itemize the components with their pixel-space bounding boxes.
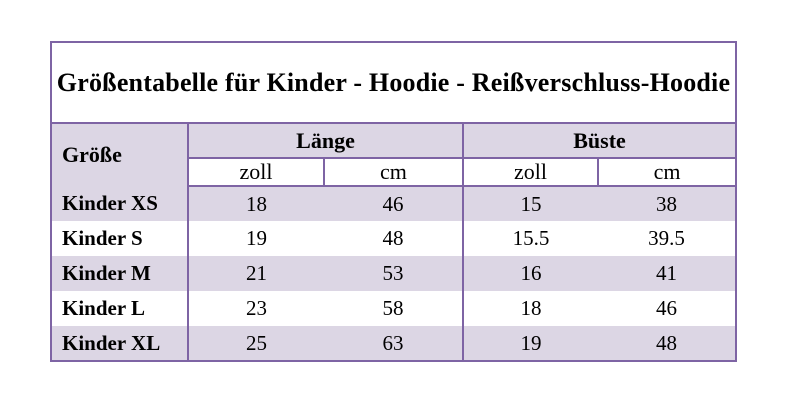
- value-cell: 19: [188, 221, 324, 256]
- table-row: Kinder S 19 48 15.5 39.5: [51, 221, 737, 256]
- unit-header-bueste-cm: cm: [598, 158, 737, 187]
- unit-header-row: zoll cm zoll cm: [51, 158, 737, 187]
- unit-header-laenge-cm: cm: [324, 158, 464, 187]
- value-cell: 18: [188, 186, 324, 221]
- unit-header-laenge-zoll: zoll: [188, 158, 325, 187]
- unit-header-bueste-zoll: zoll: [463, 158, 599, 187]
- value-cell: 48: [598, 326, 737, 361]
- value-cell: 15.5: [463, 221, 598, 256]
- value-cell: 41: [598, 256, 737, 291]
- column-group-laenge: Länge: [188, 123, 464, 159]
- value-cell: 25: [188, 326, 324, 361]
- value-cell: 46: [324, 186, 464, 221]
- group-header-row: Größe Länge Büste: [51, 123, 737, 186]
- value-cell: 58: [324, 291, 464, 326]
- size-cell: Kinder S: [51, 221, 189, 256]
- column-header-groesse: Größe: [51, 123, 189, 186]
- table-row: Kinder XL 25 63 19 48: [51, 326, 737, 361]
- table-row: Kinder L 23 58 18 46: [51, 291, 737, 326]
- value-cell: 16: [463, 256, 598, 291]
- size-cell: Kinder L: [51, 291, 189, 326]
- size-cell: Kinder XL: [51, 326, 189, 361]
- value-cell: 46: [598, 291, 737, 326]
- value-cell: 18: [463, 291, 598, 326]
- size-cell: Kinder M: [51, 256, 189, 291]
- value-cell: 38: [598, 186, 737, 221]
- table-title: Größentabelle für Kinder - Hoodie - Reiß…: [51, 42, 737, 124]
- value-cell: 21: [188, 256, 324, 291]
- column-group-bueste: Büste: [463, 123, 737, 159]
- value-cell: 19: [463, 326, 598, 361]
- size-chart-table: Größentabelle für Kinder - Hoodie - Reiß…: [50, 41, 738, 362]
- value-cell: 63: [324, 326, 464, 361]
- table-row: Kinder M 21 53 16 41: [51, 256, 737, 291]
- title-row: Größentabelle für Kinder - Hoodie - Reiß…: [51, 42, 737, 124]
- value-cell: 23: [188, 291, 324, 326]
- value-cell: 39.5: [598, 221, 737, 256]
- table-row: Kinder XS 18 46 15 38: [51, 186, 737, 221]
- size-cell: Kinder XS: [51, 186, 189, 221]
- value-cell: 48: [324, 221, 464, 256]
- value-cell: 53: [324, 256, 464, 291]
- value-cell: 15: [463, 186, 598, 221]
